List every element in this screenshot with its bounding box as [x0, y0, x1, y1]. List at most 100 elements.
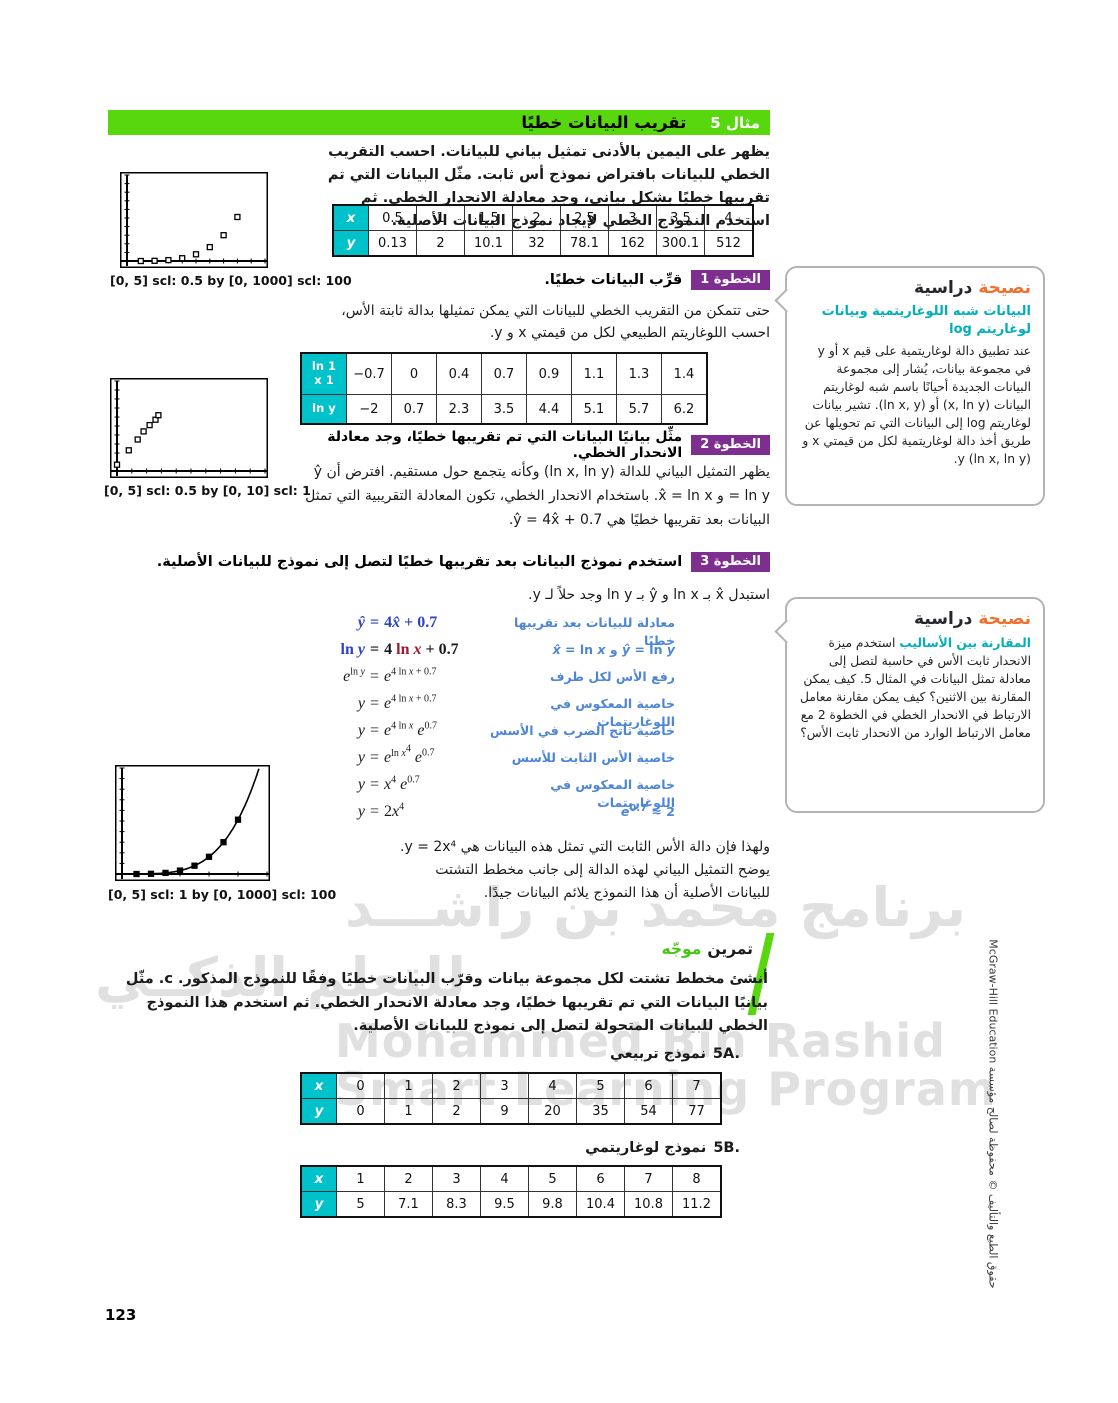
equation-note: رفع الأس لكل طرف — [549, 669, 675, 684]
cell: 20 — [528, 1098, 577, 1125]
copyright-vertical-text: حقوق الطبع والتأليف © محفوظة لصالح مؤسسة… — [986, 939, 1000, 1289]
equation-row: y = e4 ln x + 0.7 خاصية المعكوس في اللوغار… — [357, 693, 675, 729]
step1-header: الخطوة 1 قرِّب البيانات خطيًا. — [370, 270, 770, 290]
page-number: 123 — [105, 1306, 137, 1324]
study-tip-subtitle: المقارنة بين الأساليب — [899, 636, 1031, 650]
exercise-5a-label: 5A. — [712, 1046, 740, 1062]
guided-word-2: موجّه — [661, 940, 702, 958]
speech-bubble-tail — [774, 619, 799, 644]
cell: 162 — [608, 230, 657, 257]
table-row: ln y −2 0.7 2.3 3.5 4.4 5.1 5.7 6.2 — [300, 394, 708, 425]
cell: 2 — [384, 1165, 433, 1192]
cell: 1 — [416, 204, 465, 231]
equation-note: e0.7 ≈ 2 — [620, 802, 675, 819]
cell: 5 — [336, 1191, 385, 1218]
cell: 9.5 — [480, 1191, 529, 1218]
row-header-x: x — [300, 1165, 337, 1192]
cell: 9.8 — [528, 1191, 577, 1218]
study-tip-subtitle: البيانات شبه اللوغاريتمية وبيانات لوغاري… — [821, 304, 1031, 337]
row-header-x: x — [332, 204, 369, 231]
cell: 3 — [432, 1165, 481, 1192]
equation-row: y = e4 ln x e0.7 خاصية ناتج الضرب في الأسس — [357, 720, 675, 739]
cell: 5.7 — [616, 394, 662, 425]
step2-header: الخطوة 2 مثِّل بيانيًا البيانات التي تم … — [300, 429, 770, 461]
cell: 10.4 — [576, 1191, 625, 1218]
cell: 10.8 — [624, 1191, 673, 1218]
cell: 54 — [624, 1098, 673, 1125]
watermark-english-1: Mohammed Bin Rashid — [335, 1014, 947, 1068]
equation-row: ln y = 4 ln x + 0.7 ŷ = ln y و x̂ = ln x — [340, 641, 675, 658]
cell: 35 — [576, 1098, 625, 1125]
row-header-x: x — [300, 1072, 337, 1099]
cell: 2 — [512, 204, 561, 231]
cell: 0.5 — [368, 204, 417, 231]
cell: 9 — [480, 1098, 529, 1125]
table-row: x 0.5 1 1.5 2 2.5 3 3.5 4 — [332, 204, 754, 231]
study-tip-body: المقارنة بين الأساليب استخدم ميزة الانحد… — [799, 634, 1031, 742]
step1-title: قرِّب البيانات خطيًا. — [544, 272, 683, 288]
cell: 300.1 — [656, 230, 705, 257]
row-header-y: y — [332, 230, 369, 257]
step2-body: يظهر التمثيل البياني للدالة (ln x, ln y)… — [305, 464, 770, 528]
cell: 6.2 — [661, 394, 708, 425]
cell: 0 — [336, 1098, 385, 1125]
example-number-label: مثال 5 — [710, 113, 760, 132]
tip-title-word-2: دراسية — [914, 278, 973, 298]
tip-title-word-2: دراسية — [914, 609, 973, 629]
cell: 8.3 — [432, 1191, 481, 1218]
step2-title: مثِّل بيانيًا البيانات التي تم تقريبها خ… — [327, 429, 683, 461]
equation-row: eln y = e4 ln x + 0.7 رفع الأس لكل طرف — [343, 666, 675, 685]
cell: 4.4 — [526, 394, 572, 425]
closing-paragraph: ولهذا فإن دالة الأس الثابت التي تمثل هذه… — [400, 839, 770, 901]
cell: 1 — [384, 1098, 433, 1125]
cell: 78.1 — [560, 230, 609, 257]
cell: −2 — [346, 394, 392, 425]
cell: 5 — [576, 1072, 625, 1099]
cell: 0.13 — [368, 230, 417, 257]
cell: 1.5 — [464, 204, 513, 231]
tip-title-word-1: نصيحة — [978, 278, 1031, 298]
cell: 2 — [432, 1098, 481, 1125]
equation-note: خاصية الأس الثابت للأسس — [511, 750, 675, 765]
cell: 2 — [432, 1072, 481, 1099]
equation-note: معادلة للبيانات بعد تقريبها خطيًا — [513, 615, 675, 648]
cell: 2 — [416, 230, 465, 257]
cell: −0.7 — [346, 352, 392, 395]
study-tip-body-text: استخدم ميزة الانحدار ثابت الأس في حاسبة … — [800, 636, 1031, 740]
step2-label: الخطوة 2 — [691, 435, 770, 455]
step3-body: استبدل x̂ بـ ln x و ŷ بـ ln y وجد حلاً ل… — [528, 587, 770, 603]
equation-note: خاصية المعكوس في اللوغاريتمات — [550, 696, 675, 729]
step3-header: الخطوة 3 استخدم نموذج البيانات بعد تقريب… — [157, 552, 770, 572]
guided-word-1: تمرين — [707, 940, 753, 958]
guided-practice-heading: تمرين موجّه — [595, 940, 753, 958]
cell: 6 — [624, 1072, 673, 1099]
exercise-5a-heading: 5A. نموذج تربيعي — [430, 1046, 740, 1062]
study-tip-body: عند تطبيق دالة لوغاريتمية على قيم x أو y… — [802, 344, 1031, 466]
data-table-original: x 0.5 1 1.5 2 2.5 3 3.5 4 y 0.13 2 10.1 32 78.1 162 3… — [332, 204, 754, 257]
cell: 10.1 — [464, 230, 513, 257]
study-tip-title: نصيحة دراسية — [799, 609, 1031, 629]
study-tip-title: نصيحة دراسية — [799, 278, 1031, 298]
equation-row: y = 2x4 e0.7 ≈ 2 — [357, 801, 675, 820]
cell: 3.5 — [481, 394, 527, 425]
equation-derivation: ŷ = 4x̂ + 0.7 معادلة للبيانات بعد تقريبها … — [313, 614, 675, 830]
cell: 512 — [704, 230, 754, 257]
row-header-lny: ln y — [300, 394, 347, 425]
equation-row: ŷ = 4x̂ + 0.7 معادلة للبيانات بعد تقريبها … — [357, 614, 675, 648]
cell: 7 — [624, 1165, 673, 1192]
exercise-5b-label: 5B. — [713, 1140, 740, 1156]
cell: 1.3 — [616, 352, 662, 395]
cell: 4 — [480, 1165, 529, 1192]
equation-row: y = x4 e0.7 خاصية المعكوس في اللوغاريتمات — [357, 774, 675, 810]
equation-note: خاصية ناتج الضرب في الأسس — [490, 723, 675, 738]
exercise-5b-heading: 5B. نموذج لوغاريتمي — [430, 1140, 740, 1156]
cell: 3.5 — [656, 204, 705, 231]
cell: 7.1 — [384, 1191, 433, 1218]
cell: 2.3 — [436, 394, 482, 425]
graph2-window-caption: [0, 5] scl: 0.5 by [0, 10] scl: 1 — [104, 483, 311, 498]
